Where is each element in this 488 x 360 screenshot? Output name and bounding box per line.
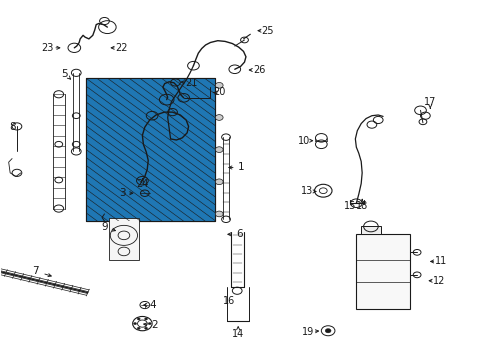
Text: 6: 6 xyxy=(236,229,243,239)
Text: 1: 1 xyxy=(238,162,244,172)
Bar xyxy=(361,226,380,234)
Circle shape xyxy=(144,318,147,320)
Text: 8: 8 xyxy=(9,122,15,132)
Circle shape xyxy=(215,147,223,153)
Circle shape xyxy=(215,114,223,120)
Circle shape xyxy=(215,211,223,217)
Text: 26: 26 xyxy=(252,65,264,75)
Text: 9: 9 xyxy=(101,222,107,232)
Bar xyxy=(86,78,215,221)
Text: 19: 19 xyxy=(301,327,313,337)
Circle shape xyxy=(137,327,140,329)
Text: 12: 12 xyxy=(432,276,444,286)
Text: 20: 20 xyxy=(213,87,225,98)
Text: 4: 4 xyxy=(149,300,156,310)
Text: 14: 14 xyxy=(232,329,244,339)
Text: 22: 22 xyxy=(116,43,128,53)
Text: 5: 5 xyxy=(61,68,68,78)
Circle shape xyxy=(215,179,223,185)
Bar xyxy=(86,78,215,221)
Text: 10: 10 xyxy=(297,136,309,146)
Text: 18: 18 xyxy=(355,201,367,211)
Text: 11: 11 xyxy=(434,256,447,266)
Circle shape xyxy=(215,82,223,88)
Text: 7: 7 xyxy=(32,266,39,276)
Text: 24: 24 xyxy=(136,179,148,189)
Text: 17: 17 xyxy=(423,97,435,107)
Bar xyxy=(86,78,215,221)
Bar xyxy=(109,217,138,260)
Circle shape xyxy=(133,323,136,325)
Circle shape xyxy=(144,327,147,329)
Circle shape xyxy=(148,323,151,325)
Bar xyxy=(356,234,409,309)
Text: 21: 21 xyxy=(184,78,197,88)
Circle shape xyxy=(137,318,140,320)
Text: 3: 3 xyxy=(119,188,125,198)
Text: 13: 13 xyxy=(300,186,312,197)
Text: 2: 2 xyxy=(151,320,158,330)
Text: 15: 15 xyxy=(344,201,356,211)
Circle shape xyxy=(325,329,330,333)
Text: 23: 23 xyxy=(41,43,54,53)
Text: 25: 25 xyxy=(261,26,274,36)
Text: 16: 16 xyxy=(223,296,235,306)
